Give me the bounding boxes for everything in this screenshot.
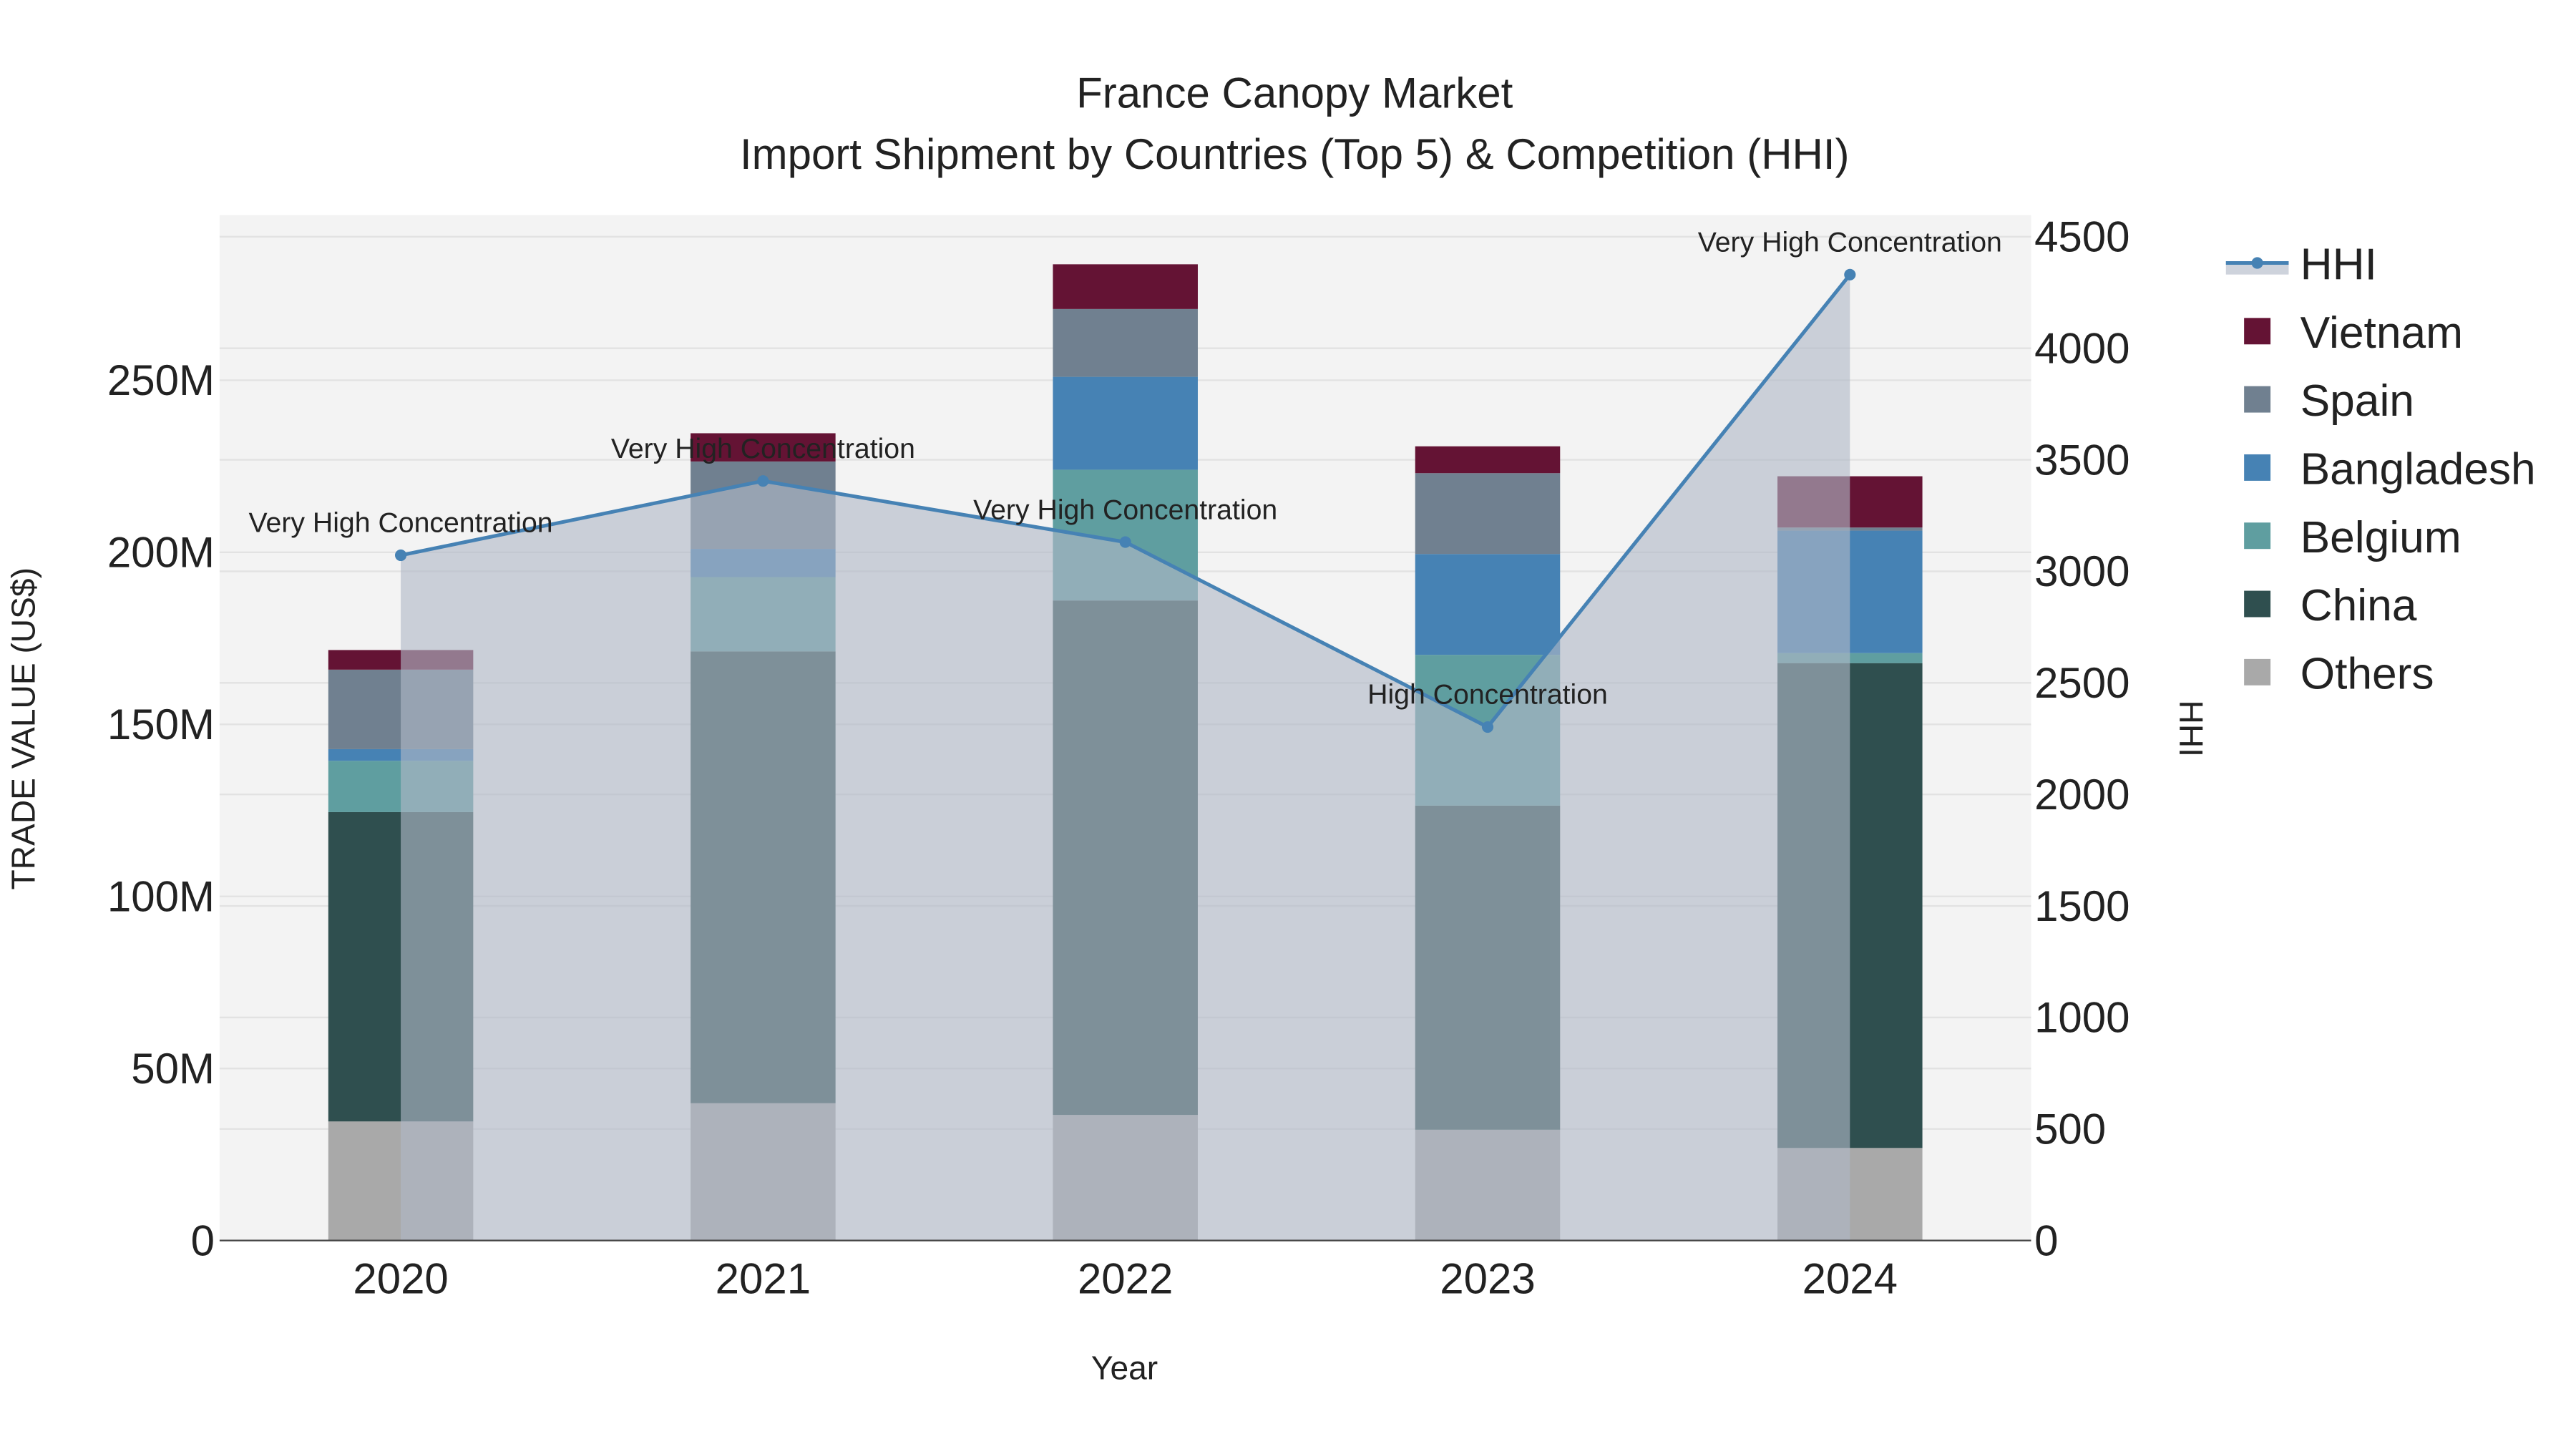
y-axis-ticks: 0 50M 100M 150M 200M 250M — [107, 356, 215, 1264]
bar-vietnam-2023 — [1415, 446, 1561, 474]
x-tick-label: 2022 — [1078, 1255, 1173, 1303]
bar-bangladesh-2023 — [1415, 554, 1561, 655]
legend: HHI Vietnam Spain Bangladesh Belgium China Oth… — [2225, 240, 2536, 698]
hhi-point-2023 — [1481, 721, 1494, 733]
y-tick-label: 0 — [191, 1216, 215, 1264]
y-tick-label: 150M — [107, 701, 215, 748]
legend-swatch-others — [2244, 658, 2271, 686]
hhi-annotation: Very High Concentration — [973, 494, 1277, 525]
hhi-annotation: Very High Concentration — [611, 433, 915, 464]
y2-tick-label: 1000 — [2034, 994, 2129, 1042]
legend-swatch-vietnam — [2244, 318, 2271, 345]
y-tick-label: 250M — [107, 356, 215, 404]
y2-tick-label: 4500 — [2034, 213, 2129, 261]
hhi-annotation: Very High Concentration — [249, 507, 553, 539]
y-tick-label: 50M — [131, 1045, 215, 1093]
legend-swatch-china — [2244, 590, 2271, 618]
bar-vietnam-2022 — [1053, 264, 1198, 309]
y2-axis-ticks: 0 500 1000 1500 2000 2500 3000 3500 4000 4500 — [2034, 213, 2129, 1265]
y2-tick-label: 2500 — [2034, 659, 2129, 707]
x-tick-label: 2021 — [716, 1255, 811, 1303]
x-tick-label: 2024 — [1802, 1255, 1898, 1303]
legend-swatch-bangladesh — [2244, 454, 2271, 481]
y2-tick-label: 3500 — [2034, 436, 2129, 484]
hhi-point-2021 — [757, 475, 769, 487]
hhi-point-2024 — [1844, 268, 1856, 280]
x-tick-label: 2023 — [1440, 1255, 1535, 1303]
bar-spain-2022 — [1053, 308, 1198, 377]
y-axis-label: TRADE VALUE (US$) — [4, 567, 42, 889]
x-tick-label: 2020 — [353, 1255, 448, 1303]
bar-vietnam-2021 — [691, 433, 836, 462]
legend-label-spain: Spain — [2301, 376, 2414, 426]
chart-title: France Canopy Market — [1076, 69, 1513, 117]
legend-label-china: China — [2301, 581, 2417, 630]
hhi-annotation: Very High Concentration — [1698, 227, 2002, 258]
legend-label-belgium: Belgium — [2301, 513, 2462, 562]
y2-tick-label: 1500 — [2034, 882, 2129, 930]
x-axis-label: Year — [1091, 1350, 1158, 1387]
bar-spain-2023 — [1415, 473, 1561, 555]
legend-label-bangladesh: Bangladesh — [2301, 444, 2536, 494]
chart-subtitle: Import Shipment by Countries (Top 5) & C… — [740, 130, 1850, 178]
hhi-point-2020 — [395, 549, 407, 562]
legend-swatch-spain — [2244, 386, 2271, 413]
legend-swatch-belgium — [2244, 522, 2271, 550]
hhi-point-2022 — [1119, 536, 1131, 548]
hhi-series: Very High Concentration Very High Concent… — [249, 227, 2002, 1241]
y2-tick-label: 0 — [2034, 1216, 2058, 1264]
x-axis-ticks: 2020 2021 2022 2023 2024 — [353, 1255, 1898, 1303]
y2-tick-label: 4000 — [2034, 324, 2129, 372]
legend-label-vietnam: Vietnam — [2301, 308, 2463, 358]
legend-swatch-hhi-marker — [2251, 257, 2263, 269]
hhi-area — [401, 274, 1850, 1241]
y2-tick-label: 500 — [2034, 1106, 2106, 1153]
y2-tick-label: 3000 — [2034, 547, 2129, 595]
y-tick-label: 200M — [107, 529, 215, 577]
hhi-annotation: High Concentration — [1367, 679, 1608, 711]
legend-label-others: Others — [2301, 649, 2434, 698]
bar-bangladesh-2022 — [1053, 376, 1198, 470]
y-tick-label: 100M — [107, 873, 215, 921]
y2-tick-label: 2000 — [2034, 771, 2129, 819]
y2-axis-label: HHI — [2172, 701, 2210, 757]
legend-label-hhi: HHI — [2301, 240, 2377, 290]
